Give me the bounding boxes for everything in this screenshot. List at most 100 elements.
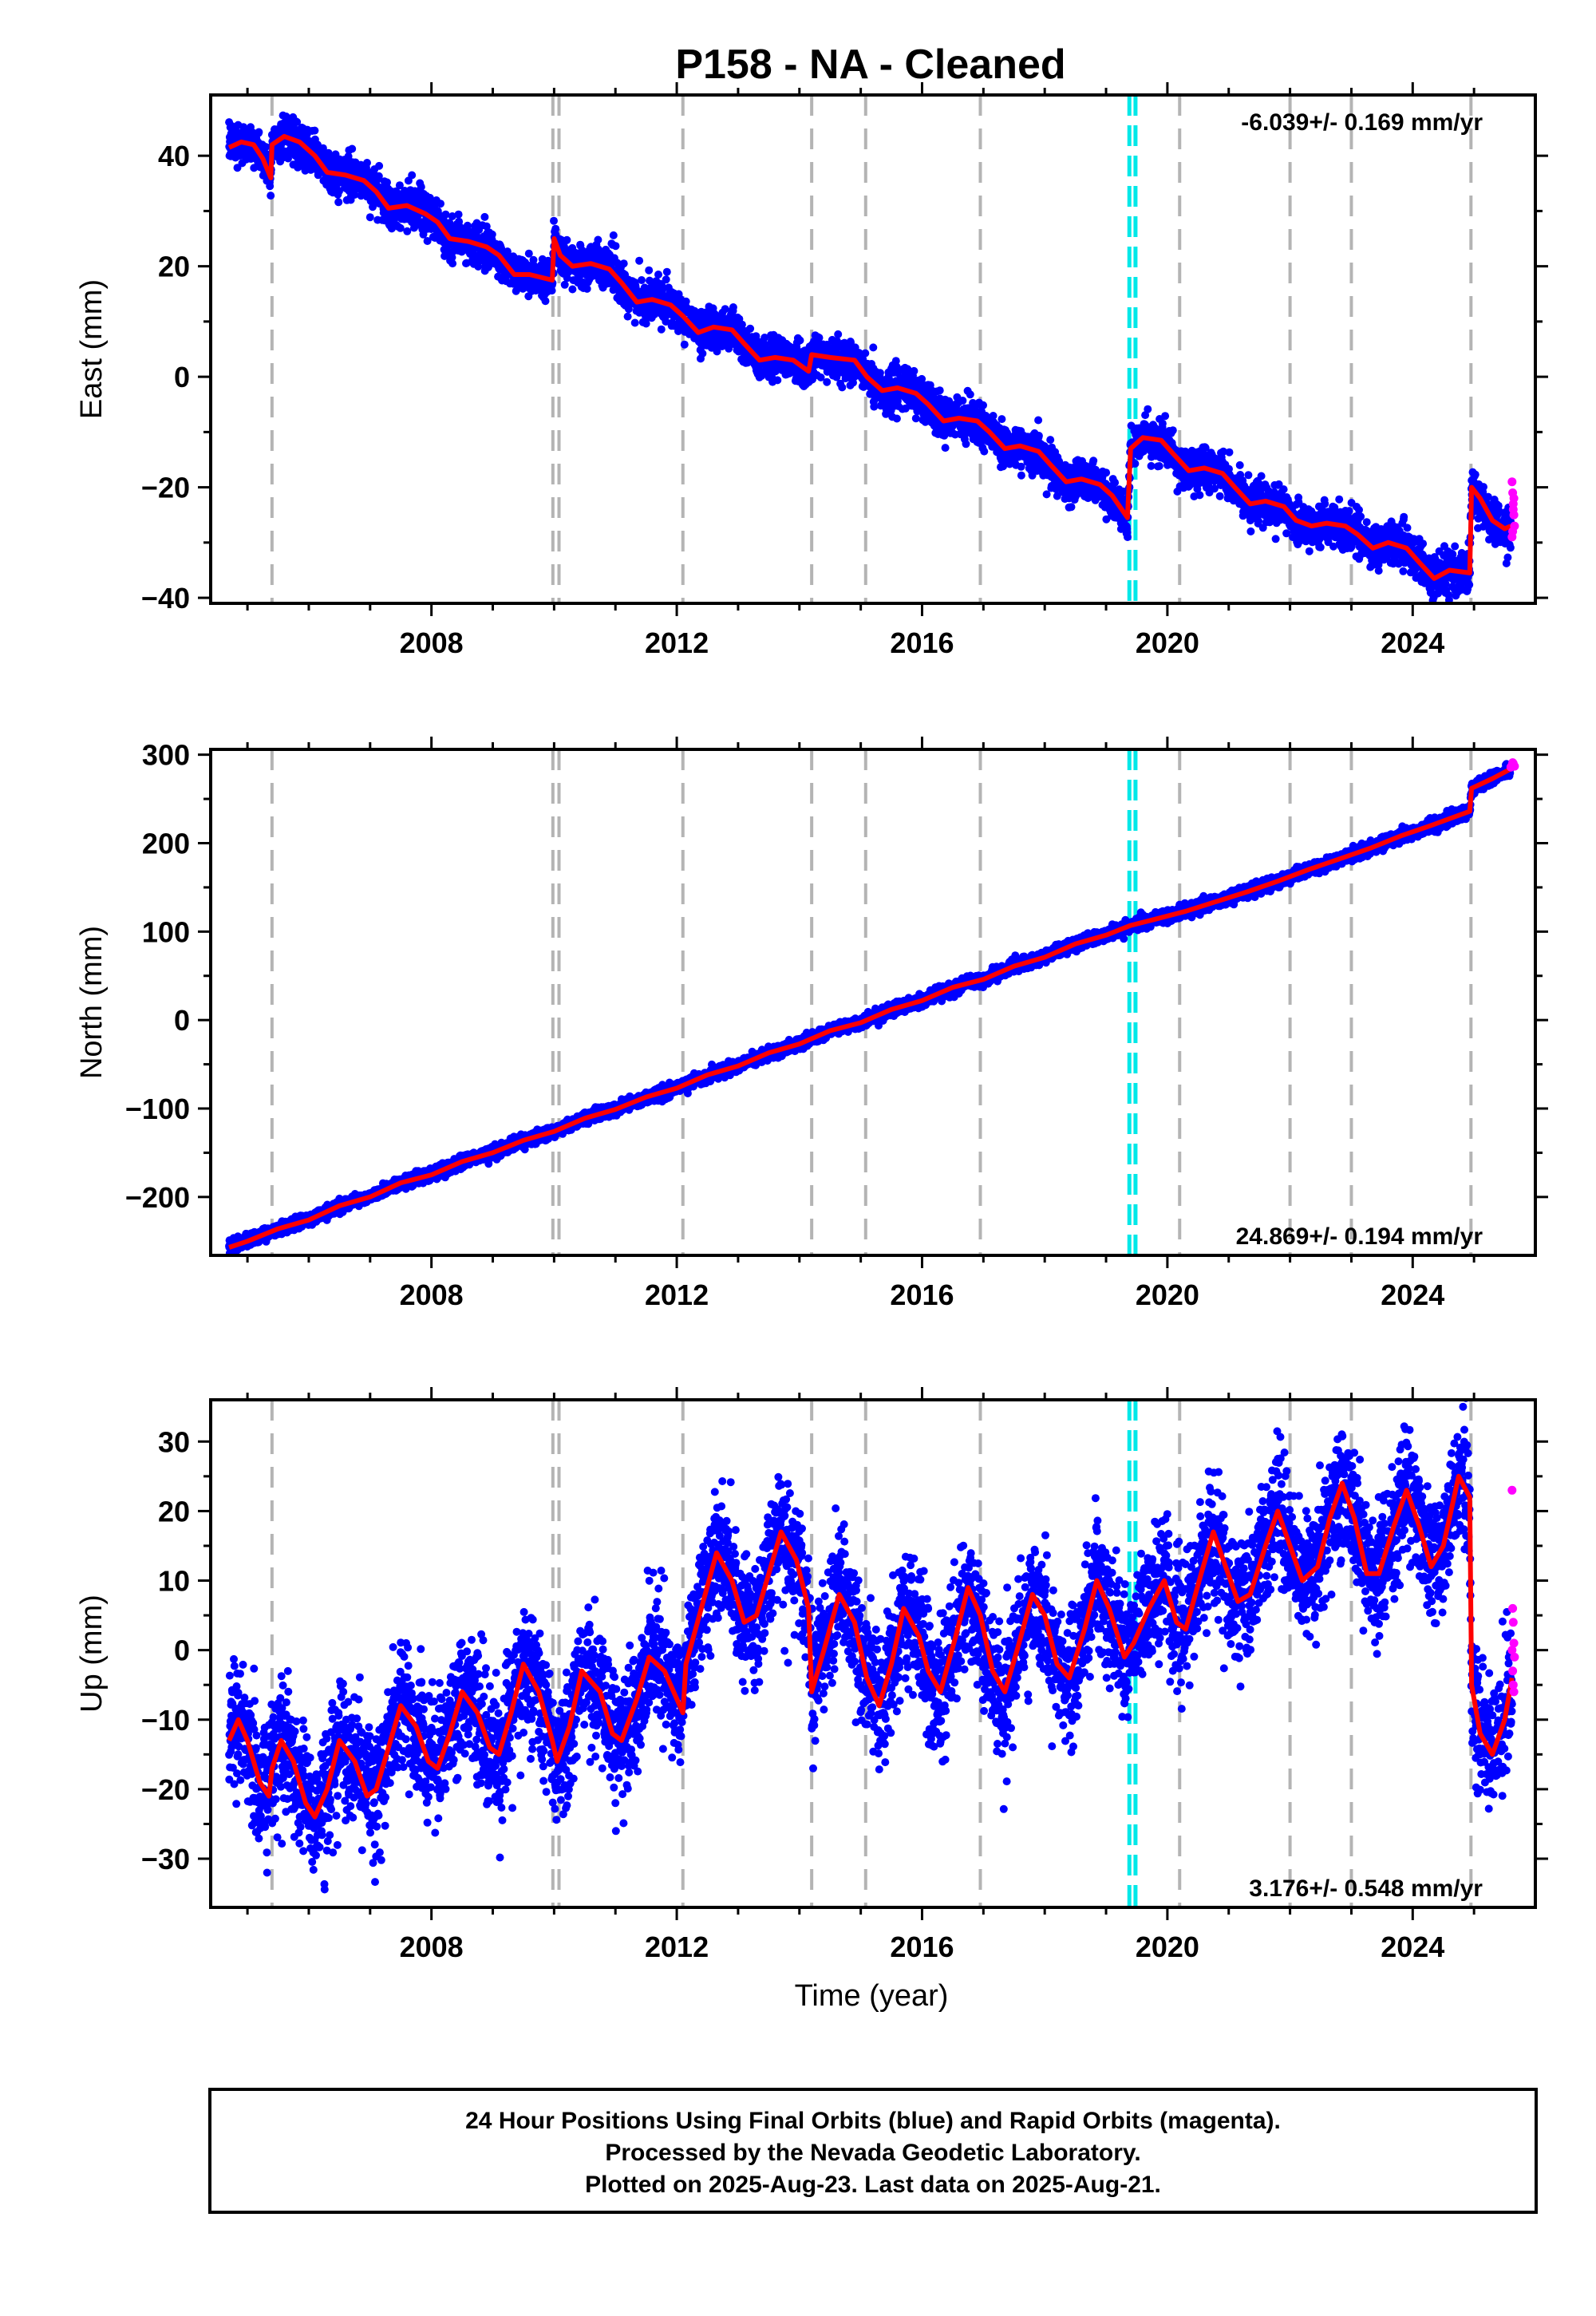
final-orbit-point [1102, 468, 1111, 477]
final-orbit-point [594, 235, 602, 244]
final-orbit-point [941, 444, 950, 453]
final-orbit-point [363, 159, 371, 167]
final-orbit-point [488, 230, 496, 239]
final-orbit-point [870, 402, 879, 411]
final-orbit-point [419, 230, 428, 239]
final-orbit-point [662, 267, 671, 276]
final-orbit-point [654, 271, 662, 279]
final-orbit-point [721, 305, 729, 314]
final-orbit-point [1246, 527, 1255, 536]
final-orbit-point [861, 349, 870, 358]
final-orbit-point [563, 274, 571, 283]
final-orbit-point [375, 161, 384, 170]
final-orbit-point [423, 237, 432, 245]
final-orbit-point [448, 259, 457, 268]
final-orbit-point [1215, 492, 1224, 500]
plot-area [225, 95, 1519, 603]
final-orbit-point [1144, 405, 1152, 413]
final-orbit-point [551, 224, 560, 233]
final-orbit-point [1124, 533, 1132, 541]
final-orbit-point [638, 276, 646, 284]
final-orbit-point [1235, 460, 1244, 469]
final-orbit-point [911, 414, 920, 423]
final-orbit-point [267, 192, 275, 200]
final-orbit-point [541, 297, 550, 306]
final-orbit-points [225, 111, 1515, 603]
final-orbit-point [365, 213, 374, 222]
final-orbit-point [437, 200, 444, 208]
final-orbit-point [1168, 426, 1177, 435]
final-orbit-point [369, 203, 377, 211]
final-orbit-point [255, 128, 263, 136]
final-orbit-point [657, 325, 666, 334]
final-orbit-point [383, 178, 391, 187]
final-orbit-point [623, 312, 632, 321]
final-orbit-point [966, 390, 974, 399]
final-orbit-point [875, 369, 884, 377]
final-orbit-point [1271, 535, 1280, 543]
final-orbit-point [403, 227, 412, 235]
final-orbit-point [611, 242, 620, 251]
final-orbit-point [1111, 478, 1120, 487]
figure-title: P158 - NA - Cleaned [675, 41, 1065, 88]
final-orbit-point [698, 349, 707, 358]
final-orbit-point [892, 414, 901, 423]
final-orbit-point [334, 198, 343, 207]
final-orbit-point [619, 259, 628, 268]
final-orbit-point [645, 266, 654, 275]
final-orbit-point [962, 440, 970, 449]
final-orbit-point [547, 287, 556, 295]
final-orbit-point [796, 336, 804, 345]
final-orbit-point [293, 117, 302, 126]
final-orbit-point [773, 376, 782, 385]
final-orbit-point [441, 210, 450, 219]
final-orbit-point [1254, 517, 1263, 526]
final-orbit-point [998, 415, 1006, 424]
final-orbit-point [462, 259, 471, 267]
final-orbit-point [448, 253, 456, 262]
final-orbit-point [550, 216, 558, 225]
final-orbit-point [838, 383, 847, 392]
final-orbit-point [560, 280, 569, 289]
final-orbit-point [910, 366, 918, 375]
final-orbit-point [318, 144, 327, 152]
final-orbit-point [834, 330, 843, 338]
final-orbit-point [1034, 432, 1043, 440]
final-orbit-point [729, 303, 737, 311]
final-orbit-point [344, 152, 353, 160]
final-orbit-point [979, 401, 987, 409]
final-orbit-point [262, 143, 271, 152]
final-orbit-point [1244, 471, 1253, 480]
final-orbit-point [1225, 448, 1234, 456]
final-orbit-point [869, 343, 878, 352]
final-orbit-point [396, 223, 405, 232]
final-orbit-point [746, 324, 755, 333]
final-orbit-point [958, 397, 967, 405]
final-orbit-point [1089, 456, 1098, 465]
final-orbit-point [463, 221, 472, 230]
final-orbit-point [1155, 462, 1163, 470]
final-orbit-point [408, 171, 417, 180]
final-orbit-point [374, 172, 383, 180]
final-orbit-point [662, 275, 670, 284]
final-orbit-point [482, 222, 491, 231]
final-orbit-point [395, 181, 404, 190]
final-orbit-point [266, 182, 275, 191]
final-orbit-point [310, 126, 319, 135]
final-orbit-point [448, 212, 456, 220]
final-orbit-point [417, 183, 425, 192]
final-orbit-point [454, 210, 463, 219]
final-orbit-point [1158, 419, 1167, 428]
final-orbit-point [1195, 491, 1204, 500]
final-orbit-point [583, 284, 591, 293]
final-orbit-point [1279, 485, 1288, 494]
final-orbit-point [480, 212, 489, 221]
final-orbit-point [1067, 503, 1076, 512]
final-orbit-point [680, 340, 689, 349]
final-orbit-point [980, 447, 989, 456]
final-orbit-point [630, 318, 639, 327]
final-orbit-point [609, 231, 618, 239]
final-orbit-point [635, 256, 644, 265]
final-orbit-point [1034, 416, 1043, 425]
